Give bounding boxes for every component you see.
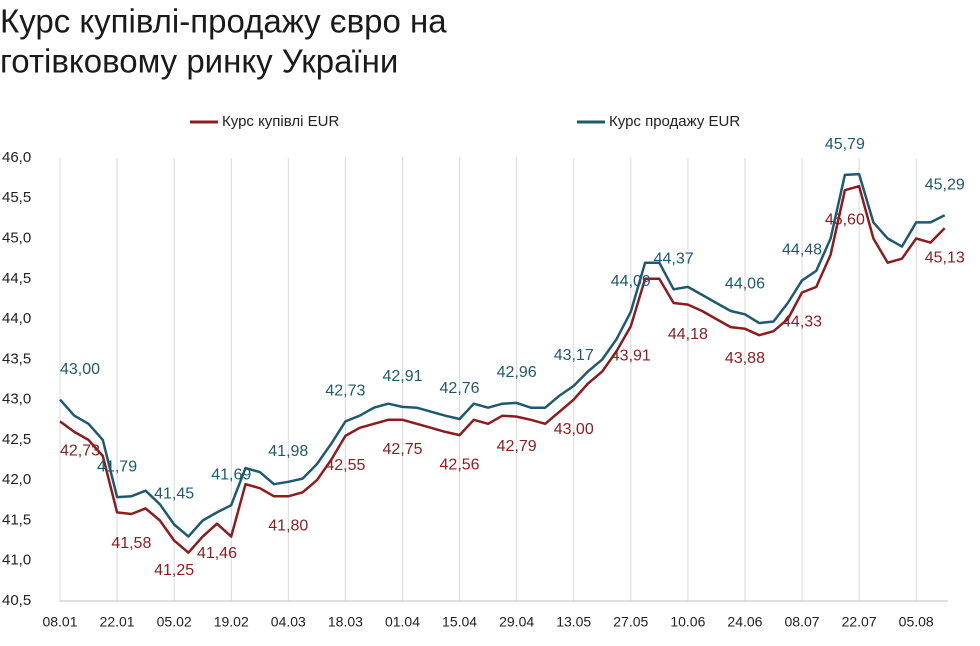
data-label: 43,17 [554, 347, 594, 364]
data-label: 41,98 [268, 443, 308, 460]
data-label: 42,91 [382, 368, 422, 385]
chart-title: готівковому ринку України [0, 43, 398, 80]
data-label: 42,73 [60, 443, 100, 460]
data-label: 45,29 [925, 176, 965, 193]
x-tick-label: 22.07 [842, 614, 877, 630]
y-tick-label: 42,5 [2, 431, 31, 448]
series-line [59, 184, 946, 554]
x-tick-label: 08.01 [42, 614, 77, 630]
x-tick-label: 27.05 [613, 614, 648, 630]
x-tick-label: 01.04 [385, 614, 420, 630]
legend-label: Курс купівлі EUR [222, 113, 339, 130]
data-label: 44,06 [725, 275, 765, 292]
x-tick-label: 05.08 [899, 614, 934, 630]
x-tick-label: 13.05 [556, 614, 591, 630]
y-tick-label: 43,0 [2, 391, 31, 408]
data-label: 41,46 [197, 545, 237, 562]
data-label: 44,18 [668, 326, 708, 343]
y-tick-label: 45,5 [2, 189, 31, 206]
data-label: 41,58 [111, 535, 151, 552]
data-label: 41,25 [154, 562, 194, 579]
x-tick-label: 19.02 [214, 614, 249, 630]
data-label: 45,13 [925, 249, 965, 266]
x-tick-label: 18.03 [328, 614, 363, 630]
y-tick-label: 45,0 [2, 230, 31, 247]
data-label: 44,09 [611, 273, 651, 290]
chart-title: Курс купівлі-продажу євро на [0, 3, 447, 40]
data-label: 44,37 [654, 251, 694, 268]
data-label: 42,75 [382, 441, 422, 458]
data-label: 43,00 [554, 421, 594, 438]
x-tick-label: 08.07 [785, 614, 820, 630]
y-tick-label: 44,0 [2, 310, 31, 327]
data-label: 42,79 [497, 438, 537, 455]
data-label: 45,79 [825, 136, 865, 153]
data-label: 41,69 [211, 466, 251, 483]
y-tick-label: 42,0 [2, 471, 31, 488]
data-label: 42,56 [440, 456, 480, 473]
y-tick-label: 44,5 [2, 270, 31, 287]
data-label: 44,33 [782, 314, 822, 331]
y-tick-label: 41,0 [2, 552, 31, 569]
series-line [59, 172, 946, 538]
x-tick-label: 04.03 [271, 614, 306, 630]
x-tick-label: 24.06 [727, 614, 762, 630]
x-tick-label: 05.02 [157, 614, 192, 630]
data-label: 43,88 [725, 350, 765, 367]
data-label: 42,96 [497, 364, 537, 381]
data-label: 44,48 [782, 242, 822, 259]
data-label: 42,73 [325, 383, 365, 400]
x-tick-label: 29.04 [499, 614, 534, 630]
y-tick-label: 40,5 [2, 592, 31, 609]
x-tick-label: 15.04 [442, 614, 477, 630]
y-tick-label: 41,5 [2, 511, 31, 528]
legend-label: Курс продажу EUR [609, 113, 740, 130]
y-tick-label: 43,5 [2, 350, 31, 367]
data-label: 42,55 [325, 457, 365, 474]
data-label: 41,45 [154, 486, 194, 503]
data-label: 45,60 [825, 211, 865, 228]
x-tick-label: 22.01 [100, 614, 135, 630]
data-label: 43,00 [60, 361, 100, 378]
data-label: 43,91 [611, 348, 651, 365]
data-label: 42,76 [440, 380, 480, 397]
x-tick-label: 10.06 [670, 614, 705, 630]
data-label: 41,80 [268, 518, 308, 535]
y-tick-label: 46,0 [2, 149, 31, 166]
data-label: 41,79 [97, 458, 137, 475]
